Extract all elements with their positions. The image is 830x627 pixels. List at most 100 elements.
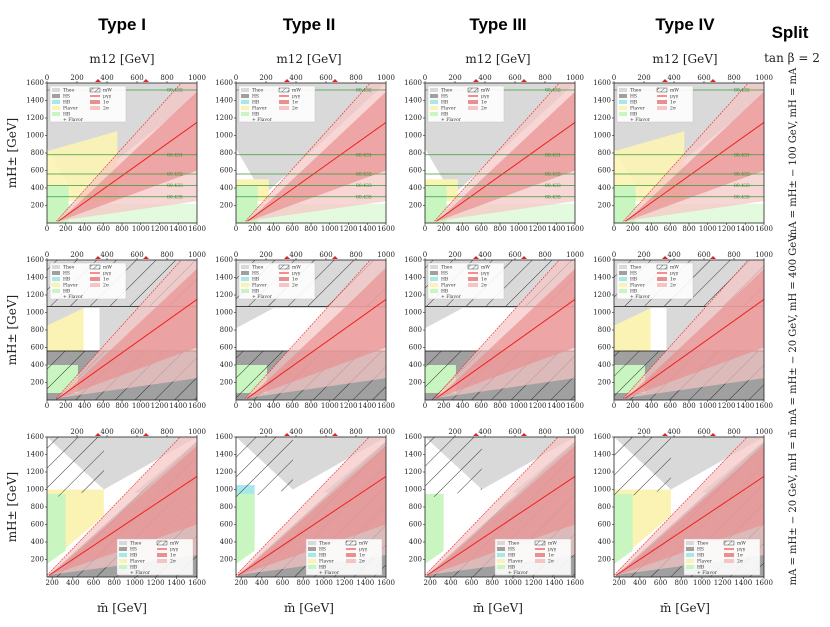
x-tick-label: 1000 (699, 402, 717, 410)
x-tick-label: 1000 (321, 225, 339, 233)
top-tick-label: 800 (349, 251, 362, 259)
legend-swatch-mw (89, 87, 101, 93)
x-tick-label: 1400 (545, 579, 563, 587)
y-tick-label: 1400 (26, 274, 44, 282)
y-tick-label: 600 (409, 521, 422, 529)
legend-swatch (619, 265, 627, 269)
legend-swatch-2s (90, 283, 100, 287)
y-tick-label: 1600 (404, 79, 422, 87)
x-tick-label: 400 (267, 402, 280, 410)
top-marker (521, 256, 527, 259)
legend-swatch (52, 94, 60, 98)
legend-box (616, 262, 694, 300)
top-marker (143, 256, 149, 259)
top-tick-label: 400 (667, 428, 680, 436)
x-tick-label: 1200 (340, 225, 358, 233)
y-tick-label: 1600 (215, 433, 233, 441)
y-tick-label: 1000 (26, 309, 44, 317)
mu-band-2sigma (245, 83, 386, 222)
bottom-axis-label-4: m̄ [GeV] (660, 601, 710, 615)
x-tick-label: 1000 (126, 579, 144, 587)
legend-label: mW (548, 541, 557, 547)
y-tick-label: 1600 (26, 79, 44, 87)
legend-swatch (430, 289, 438, 293)
tb-contour-label: 80.432 (356, 172, 372, 178)
legend-swatch (430, 283, 438, 287)
mu-band-edge (56, 83, 182, 222)
legend-swatch (241, 283, 249, 287)
mu-band-1sigma (626, 268, 764, 399)
hb-flavor-region (47, 493, 66, 564)
legend-label: mW (670, 88, 679, 94)
legend-label: mW (292, 265, 301, 271)
legend-label: HB (252, 100, 260, 106)
tb-contour-label: 80.432 (545, 172, 561, 178)
legend-swatch (241, 100, 249, 104)
hb-flavor-region (614, 493, 633, 564)
top-tick-label: 600 (697, 251, 710, 259)
legend-label: HB (252, 112, 260, 118)
x-tick-label: 400 (66, 579, 79, 587)
y-tick-label: 600 (220, 167, 233, 175)
x-tick-label: 1000 (699, 225, 717, 233)
legend-swatch (619, 289, 627, 293)
legend-label: HB (508, 565, 516, 571)
x-tick-label: 400 (645, 402, 658, 410)
mu-band-edge (425, 437, 559, 576)
x-tick-label: 1200 (529, 402, 547, 410)
legend-label: HS (630, 271, 637, 277)
top-tick-label: 400 (478, 428, 491, 436)
legend-swatch (52, 265, 60, 269)
legend-box (683, 538, 761, 576)
legend-swatch (686, 541, 694, 545)
legend-label: + Flavor (441, 294, 462, 300)
top-marker (95, 79, 101, 82)
x-tick-label: 400 (267, 225, 280, 233)
top-tick-label: 200 (637, 74, 650, 82)
y-tick-label: 1000 (593, 132, 611, 140)
legend-swatch (119, 547, 127, 551)
tb-contour-label: 80.431 (167, 152, 183, 158)
y-tick-label: 1600 (593, 79, 611, 87)
x-tick-label: 400 (645, 225, 658, 233)
x-tick-label: 400 (78, 225, 91, 233)
y-tick-label: 400 (220, 184, 233, 192)
mu-band-2sigma (56, 260, 197, 399)
legend-swatch (52, 100, 60, 104)
legend-label: 2σ (292, 106, 298, 112)
legend-box (616, 85, 694, 123)
y-tick-label: 400 (598, 538, 611, 546)
x-tick-label: 1200 (151, 402, 169, 410)
legend-swatch (497, 565, 505, 569)
legend-label: HB (130, 553, 138, 559)
tb-contour-label: 80.435 (734, 194, 750, 200)
legend-swatch (430, 106, 438, 110)
x-tick-label: 1200 (336, 579, 354, 587)
y-tick-label: 1400 (26, 97, 44, 105)
x-tick-label: 200 (612, 579, 625, 587)
tb-contour-label: 80.432 (734, 172, 750, 178)
legend-swatch-2s (657, 283, 667, 287)
y-tick-label: 200 (220, 556, 233, 564)
top-marker (662, 256, 668, 259)
mu-band-1sigma (626, 91, 764, 222)
y-tick-label: 800 (220, 503, 233, 511)
legend-label: HB (319, 565, 327, 571)
legend-label: 2σ (359, 559, 365, 565)
y-tick-label: 600 (409, 344, 422, 352)
legend-swatch-mw (278, 264, 290, 270)
legend-label: HB (63, 100, 71, 106)
mu-band-1sigma (59, 268, 197, 399)
y-tick-label: 800 (409, 503, 422, 511)
legend-label: HB (63, 277, 71, 283)
y-tick-label: 400 (31, 361, 44, 369)
top-tick-label: 400 (289, 428, 302, 436)
y-tick-label: 1600 (593, 256, 611, 264)
y-tick-label: 1400 (593, 274, 611, 282)
